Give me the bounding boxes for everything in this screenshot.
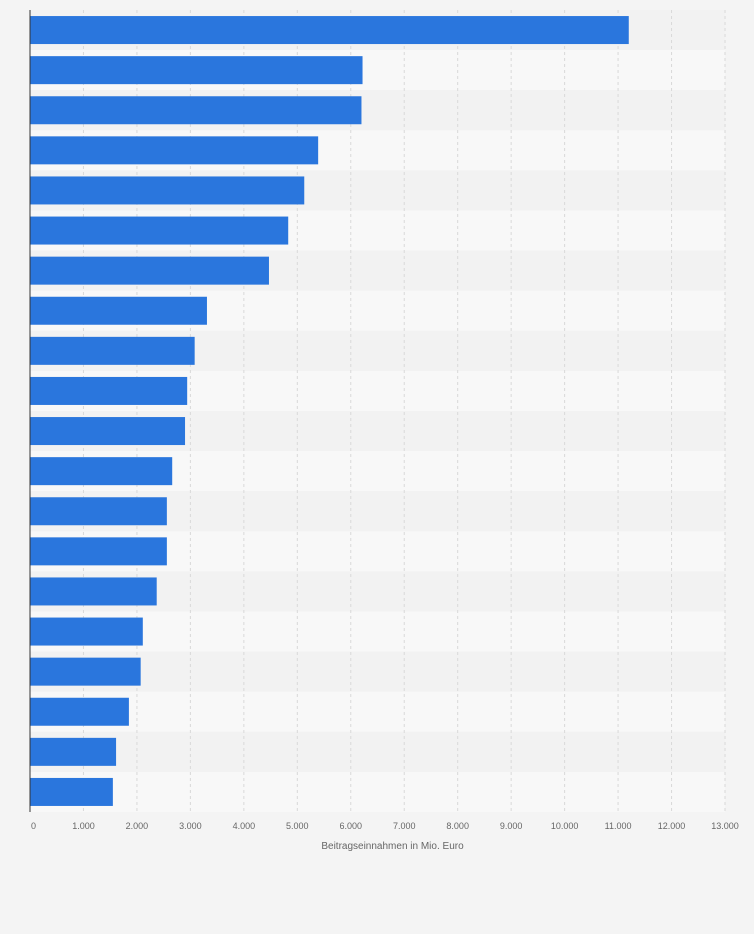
bar: [30, 16, 629, 45]
x-tick-label: 9.000: [500, 821, 523, 831]
x-tick-label: 13.000: [711, 821, 739, 831]
x-tick-label: 0: [31, 821, 36, 831]
x-tick-label: 4.000: [233, 821, 256, 831]
bar: [30, 577, 157, 606]
x-tick-label: 11.000: [605, 821, 632, 831]
bar: [30, 417, 186, 446]
x-tick-label: 12.000: [658, 821, 686, 831]
x-tick-label: 8.000: [446, 821, 469, 831]
bar: [30, 657, 141, 686]
bar: [30, 457, 173, 486]
x-tick-label: 2.000: [126, 821, 149, 831]
row-band: [30, 651, 725, 692]
bar: [30, 336, 195, 365]
row-band: [30, 611, 725, 652]
row-band: [30, 731, 725, 772]
bar: [30, 537, 167, 566]
bar: [30, 617, 143, 646]
x-axis-label: Beitragseinnahmen in Mio. Euro: [321, 841, 464, 852]
row-band: [30, 771, 725, 812]
bar: [30, 376, 188, 405]
bar: [30, 96, 362, 125]
bar: [30, 737, 117, 766]
x-tick-labels: 0 1.000 2.000 3.000 4.000 5.000 6.000 7.000 8.00…: [31, 821, 739, 831]
x-tick-label: 1.000: [72, 821, 95, 831]
x-tick-label: 5.000: [286, 821, 309, 831]
bar: [30, 176, 305, 205]
x-tick-label: 6.000: [340, 821, 363, 831]
row-bands: [30, 10, 725, 812]
bar: [30, 296, 207, 325]
bar: [30, 256, 269, 285]
x-tick-label: 7.000: [393, 821, 416, 831]
bar: [30, 777, 113, 806]
bar: [30, 497, 167, 526]
x-tick-label: 10.000: [551, 821, 579, 831]
bars: [30, 16, 629, 806]
bar: [30, 56, 363, 85]
bar: [30, 216, 289, 245]
bar: [30, 697, 129, 726]
row-band: [30, 691, 725, 732]
x-tick-label: 3.000: [179, 821, 202, 831]
bar: [30, 136, 319, 165]
